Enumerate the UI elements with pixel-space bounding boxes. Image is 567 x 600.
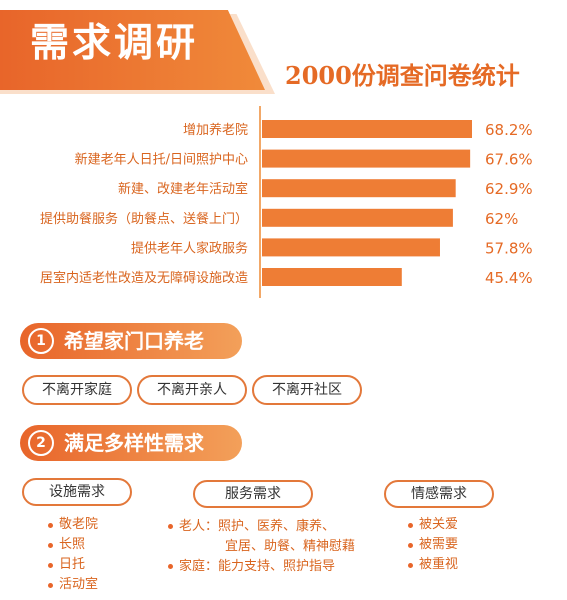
- section2-number: 2: [28, 430, 54, 456]
- list-item: 活动室: [48, 576, 98, 594]
- list-item: 日托: [48, 556, 98, 574]
- bullet-dot: [168, 564, 173, 569]
- category-label: 增加养老院: [183, 122, 248, 138]
- tag-community: 不离开社区: [252, 375, 362, 405]
- section2-title: 满足多样性需求: [64, 431, 204, 455]
- chart-subtitle: 2000份调查问卷统计: [285, 61, 520, 90]
- facilities-title: 设施需求: [22, 478, 132, 506]
- emotional-title: 情感需求: [384, 480, 494, 508]
- value-label: 62%: [485, 210, 518, 228]
- list-item: 被重视: [408, 556, 458, 574]
- bullet-dot: [168, 524, 173, 529]
- value-label: 67.6%: [485, 151, 533, 169]
- section1-title: 希望家门口养老: [64, 329, 204, 353]
- section1-number: 1: [28, 328, 54, 354]
- bar-chart: 增加养老院 68.2% 新建老年人日托/日间照护中心 67.6% 新建、改建老年活动室 6…: [40, 106, 533, 298]
- bar: [262, 179, 456, 198]
- value-label: 57.8%: [485, 239, 533, 257]
- services-elderly-line1: 照护、医养、康养、: [218, 519, 336, 534]
- emotional-list: 被关爱 被需要 被重视: [408, 516, 458, 576]
- services-family-row: 家庭：能力支持、照护指导: [168, 558, 335, 576]
- tag-family: 不离开家庭: [22, 375, 132, 405]
- bar: [262, 120, 472, 138]
- section1-header: 1 希望家门口养老: [20, 323, 242, 359]
- services-family-line: 能力支持、照护指导: [218, 559, 336, 574]
- list-item: 被关爱: [408, 516, 458, 534]
- value-label: 62.9%: [485, 180, 533, 198]
- bar: [262, 268, 402, 286]
- services-elderly-row: 老人：照护、医养、康养、: [168, 518, 335, 536]
- services-elderly-label: 老人：: [179, 519, 219, 534]
- services-title: 服务需求: [193, 480, 313, 508]
- facilities-list: 敬老院 长照 日托 活动室: [48, 516, 98, 596]
- bar: [262, 149, 471, 168]
- category-label: 居室内适老性改造及无障碍设施改造: [40, 270, 248, 286]
- list-item: 被需要: [408, 536, 458, 554]
- category-label: 提供助餐服务（助餐点、送餐上门）: [40, 211, 248, 227]
- list-item: 敬老院: [48, 516, 98, 534]
- bar: [262, 238, 440, 257]
- services-elderly-row2: 宜居、助餐、精神慰藉: [225, 538, 355, 556]
- list-item: 长照: [48, 536, 98, 554]
- services-elderly-line2: 宜居、助餐、精神慰藉: [225, 539, 356, 554]
- tag-relatives: 不离开亲人: [137, 375, 247, 405]
- section2-header: 2 满足多样性需求: [20, 425, 242, 461]
- page-title: 需求调研: [30, 21, 199, 66]
- bar: [262, 208, 453, 227]
- category-label: 提供老年人家政服务: [131, 240, 248, 256]
- value-label: 68.2%: [485, 121, 533, 139]
- category-label: 新建老年人日托/日间照护中心: [75, 152, 248, 168]
- title-banner: [0, 10, 265, 90]
- category-label: 新建、改建老年活动室: [118, 181, 248, 197]
- services-family-label: 家庭：: [179, 559, 219, 574]
- value-label: 45.4%: [485, 269, 533, 287]
